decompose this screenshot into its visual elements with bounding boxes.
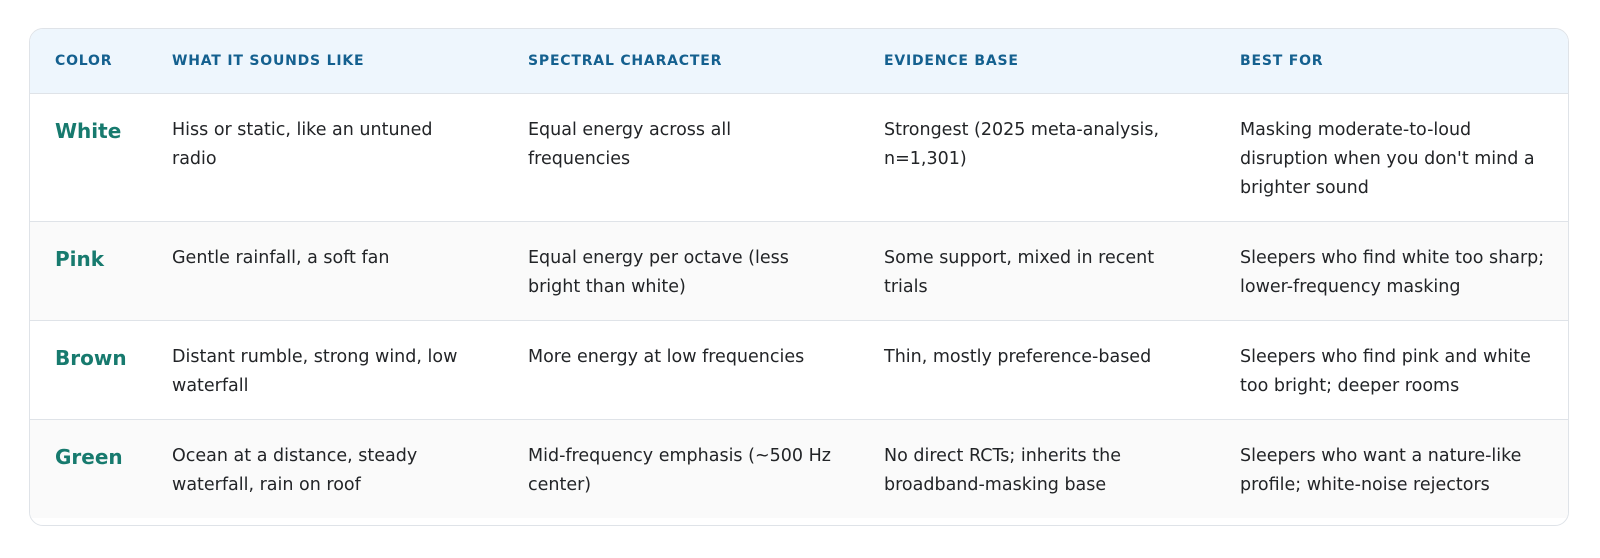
header-evidence-base: EVIDENCE BASE	[858, 29, 1214, 94]
table-row: Pink Gentle rainfall, a soft fan Equal e…	[30, 221, 1568, 320]
sounds-like-cell: Gentle rainfall, a soft fan	[172, 247, 390, 268]
best-for-cell: Sleepers who find white too sharp; lower…	[1240, 247, 1545, 297]
best-for-cell: Masking moderate-to-loud disruption when…	[1240, 119, 1535, 198]
best-for-cell: Sleepers who find pink and white too bri…	[1240, 346, 1531, 396]
color-name-cell: Brown	[55, 345, 127, 370]
spectral-cell: Equal energy per octave (less bright tha…	[528, 247, 789, 297]
evidence-cell: Strongest (2025 meta-analysis, n=1,301)	[884, 119, 1160, 169]
spectral-cell: Equal energy across all frequencies	[528, 119, 732, 169]
evidence-cell: Thin, mostly preference-based	[884, 346, 1152, 367]
table-row: White Hiss or static, like an untuned ra…	[30, 93, 1568, 221]
table-row: Green Ocean at a distance, steady waterf…	[30, 419, 1568, 518]
best-for-cell: Sleepers who want a nature-like profile;…	[1240, 445, 1522, 495]
comparison-table: COLOR WHAT IT SOUNDS LIKE SPECTRAL CHARA…	[30, 29, 1568, 518]
sounds-like-cell: Distant rumble, strong wind, low waterfa…	[172, 346, 458, 396]
sounds-like-cell: Hiss or static, like an untuned radio	[172, 119, 433, 169]
header-color: COLOR	[30, 29, 146, 94]
header-best-for: BEST FOR	[1214, 29, 1568, 94]
table-header: COLOR WHAT IT SOUNDS LIKE SPECTRAL CHARA…	[30, 29, 1568, 94]
color-name-cell: Green	[55, 444, 123, 469]
evidence-cell: No direct RCTs; inherits the broadband-m…	[884, 445, 1121, 495]
color-name-cell: White	[55, 118, 122, 143]
spectral-cell: More energy at low frequencies	[528, 346, 805, 367]
header-row: COLOR WHAT IT SOUNDS LIKE SPECTRAL CHARA…	[30, 29, 1568, 94]
header-spectral-character: SPECTRAL CHARACTER	[502, 29, 858, 94]
table-body: White Hiss or static, like an untuned ra…	[30, 93, 1568, 518]
color-name-cell: Pink	[55, 246, 105, 271]
table-row: Brown Distant rumble, strong wind, low w…	[30, 320, 1568, 419]
evidence-cell: Some support, mixed in recent trials	[884, 247, 1155, 297]
spectral-cell: Mid-frequency emphasis (~500 Hz center)	[528, 445, 831, 495]
noise-color-comparison-table: COLOR WHAT IT SOUNDS LIKE SPECTRAL CHARA…	[29, 28, 1569, 526]
sounds-like-cell: Ocean at a distance, steady waterfall, r…	[172, 445, 418, 495]
header-what-it-sounds-like: WHAT IT SOUNDS LIKE	[146, 29, 502, 94]
